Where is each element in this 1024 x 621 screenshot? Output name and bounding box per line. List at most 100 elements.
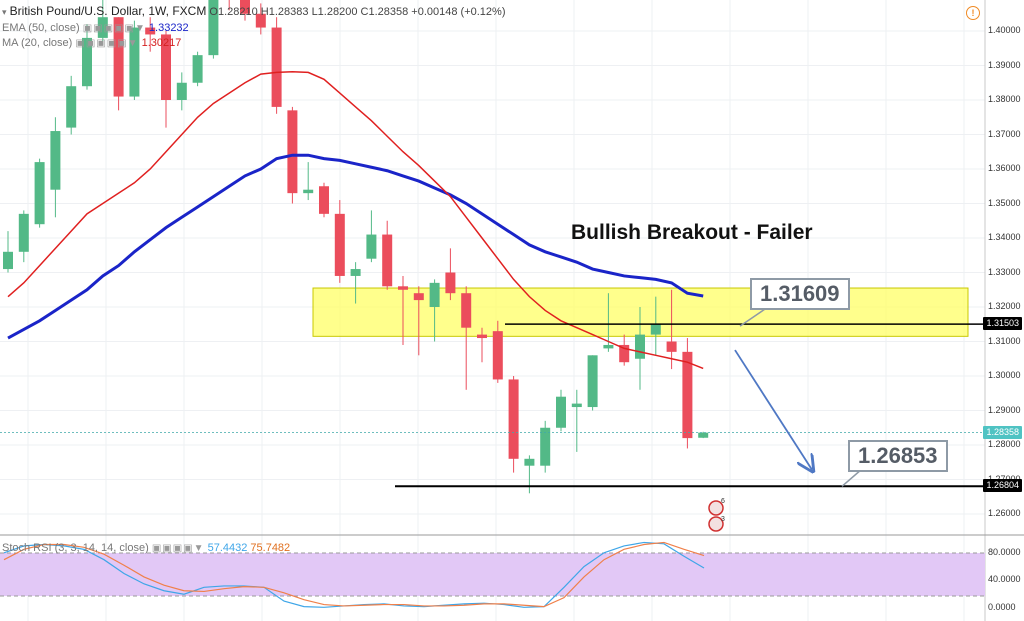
candle [571, 389, 582, 452]
candle-body [208, 0, 219, 56]
price-tick-label: 1.33000 [988, 266, 1021, 277]
candle [255, 3, 266, 35]
ema-50-line [7, 153, 704, 340]
candle [650, 296, 661, 356]
candle [556, 389, 566, 432]
ema-settings-icons[interactable]: ▣▣▣▣▣▼ [82, 23, 146, 34]
candle-body [18, 213, 29, 252]
candle-body [350, 269, 361, 276]
candle-body [477, 334, 487, 339]
candle [66, 75, 77, 135]
candle [50, 117, 61, 218]
callout-1-pointer [739, 306, 769, 327]
candle-body [382, 234, 393, 287]
price-change: +0.00148 (+0.12%) [411, 6, 506, 18]
candle-body [255, 13, 266, 28]
event-flag-icon [708, 516, 724, 532]
svg-text:3: 3 [721, 516, 725, 523]
ma-legend[interactable]: MA (20, close) ▣▣▣▣▣▼ 1.30217 [2, 37, 181, 49]
symbol-title[interactable]: British Pound/U.S. Dollar, 1W, FXCM [9, 4, 207, 18]
candle [429, 279, 440, 342]
candle [587, 355, 598, 411]
candle [350, 262, 361, 304]
candle [698, 431, 709, 439]
candle [682, 338, 693, 449]
event-markers[interactable]: 6 3 [708, 498, 725, 532]
price-tick-label: 1.38000 [988, 94, 1021, 104]
candle-body [492, 331, 503, 380]
ohlc-open: O1.28210 [209, 6, 258, 18]
candle [34, 158, 45, 228]
candle [461, 286, 472, 390]
candle-body [50, 131, 61, 190]
candle [145, 17, 156, 52]
price-tick-label: 1.29000 [988, 404, 1021, 415]
candle [192, 51, 203, 87]
price-tick-label: 1.28000 [988, 439, 1021, 449]
candle-body [556, 396, 566, 428]
price-tick-label: 1.32000 [988, 301, 1021, 311]
price-tick-label: 1.39000 [988, 59, 1021, 70]
candle-body [129, 27, 140, 97]
candle-body [240, 0, 250, 14]
ema-legend[interactable]: EMA (50, close) ▣▣▣▣▣▼ 1.33232 [2, 22, 189, 34]
candle-body [698, 432, 709, 438]
candle-body [82, 37, 92, 87]
stoch-rsi-tick-label: 40.0000 [988, 574, 1021, 585]
candle-body [461, 293, 472, 328]
ma-20-line [7, 70, 704, 370]
candle-body [319, 186, 329, 214]
candle [271, 17, 282, 114]
candle [635, 307, 645, 390]
candle [366, 210, 377, 263]
svg-text:6: 6 [721, 498, 725, 505]
candle [97, 0, 108, 45]
projection-arrow[interactable] [734, 349, 812, 470]
price-tick-label: 1.31000 [988, 335, 1021, 346]
ema-value: 1.33232 [148, 22, 189, 34]
candle [398, 275, 408, 345]
candle [524, 455, 535, 494]
candle-body [192, 55, 203, 83]
ema-label: EMA (50, close) [2, 22, 80, 34]
callout-2[interactable]: 1.26853 [848, 440, 948, 472]
candle-body [682, 351, 693, 439]
annotation-headline[interactable]: Bullish Breakout - Failer [571, 221, 813, 244]
candle [334, 200, 345, 283]
stoch-rsi-pane [0, 541, 985, 608]
candle [619, 334, 630, 366]
collapse-icon[interactable]: ▾ [2, 7, 7, 17]
candle-body [508, 379, 519, 459]
candle-body [3, 251, 13, 270]
candle-body [445, 272, 456, 294]
candle-body [650, 324, 661, 335]
candle [477, 327, 487, 363]
candle [208, 0, 219, 59]
candle [228, 0, 230, 11]
candle [113, 17, 124, 111]
callout-1[interactable]: 1.31609 [750, 278, 850, 310]
stoch-rsi-settings-icons[interactable]: ▣▣▣▣▼ [151, 543, 205, 554]
level-price-tag-1: 1.31503 [983, 317, 1022, 331]
ohlc-low: L1.28200 [311, 6, 358, 18]
stoch-rsi-legend[interactable]: Stoch RSI (3, 3, 14, 14, close) ▣▣▣▣▼ 57… [2, 542, 290, 554]
candle-body [635, 334, 645, 359]
stoch-rsi-tick-label: 80.0000 [988, 546, 1021, 557]
candle [161, 31, 171, 128]
candle [3, 231, 13, 273]
info-icon[interactable]: ! [966, 6, 980, 20]
candle-body [334, 213, 345, 276]
price-tick-label: 1.34000 [988, 232, 1021, 242]
candle [540, 420, 551, 473]
candle-body [666, 341, 677, 352]
candle-body [524, 458, 535, 466]
level-price-tag-2: 1.26804 [983, 479, 1022, 493]
candle-body [176, 82, 187, 100]
candle [176, 72, 187, 111]
candle-body [97, 17, 108, 38]
ohlc-close: C1.28358 [360, 6, 409, 18]
candle-body [540, 427, 551, 466]
candle-body [619, 344, 630, 363]
ma-settings-icons[interactable]: ▣▣▣▣▣▼ [75, 38, 139, 49]
